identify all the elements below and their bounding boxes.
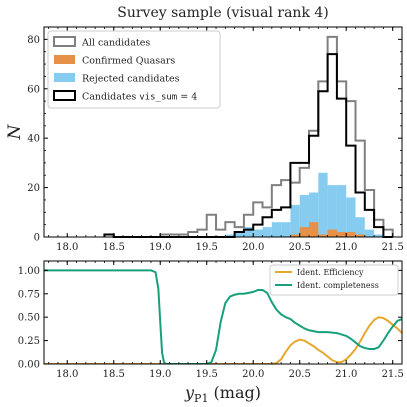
x-axis-label-main: y	[184, 383, 195, 402]
x-tick-label: 19.0	[149, 369, 171, 380]
rejected-bar	[318, 172, 328, 237]
identification-frame	[43, 260, 403, 365]
legend-box	[269, 264, 399, 296]
rejected-bar	[364, 229, 375, 237]
rejected-bar	[243, 227, 254, 237]
completeness-line	[44, 269, 402, 364]
legend-label-all: All candidates	[81, 38, 150, 49]
rejected-bar	[309, 192, 319, 237]
histogram-frame	[43, 26, 403, 238]
rejected-bar	[271, 222, 282, 237]
quasar-bar	[346, 232, 356, 237]
y-tick-label: 0	[34, 233, 40, 244]
legend-label-code: vis_sum	[139, 93, 177, 103]
rejected-bar	[346, 197, 356, 237]
y-tick-label: 20	[27, 183, 40, 194]
x-tick-label: 20.0	[242, 242, 264, 253]
rejected-bar	[253, 229, 263, 237]
y-tick-label: 40	[27, 134, 40, 145]
legend-label-suffix: = 4	[177, 92, 197, 103]
rejected-bar	[327, 185, 337, 237]
all-candidates-step	[103, 35, 394, 238]
x-tick-label: 18.0	[56, 369, 78, 380]
legend-swatch-rejected	[54, 73, 75, 82]
y-tick-label: 0.25	[18, 336, 40, 347]
rejected-bar	[281, 222, 291, 237]
x-axis-label-unit: (mag)	[208, 383, 261, 402]
quasar-bar	[318, 234, 328, 237]
rejected-bar	[336, 185, 347, 237]
y-tick-label: 0.50	[18, 313, 40, 324]
rejected-bar	[290, 204, 300, 237]
quasar-bar	[336, 232, 347, 237]
legend-label-prefix: Candidates	[82, 92, 139, 103]
y-tick-label: 1.00	[18, 266, 40, 277]
legend-label-rejected: Rejected candidates	[82, 74, 180, 85]
quasar-bar	[355, 234, 365, 237]
legend-label-vis4: Candidates vis_sum = 4	[82, 92, 197, 103]
x-tick-label: 19.5	[196, 369, 218, 380]
x-tick-label: 20.5	[289, 242, 311, 253]
quasar-bar	[290, 234, 300, 237]
rejected-bar	[355, 217, 365, 237]
x-tick-label: 19.0	[149, 242, 171, 253]
x-axis-label-subscript: P1	[194, 392, 208, 405]
quasar-bar	[299, 227, 310, 237]
x-tick-label: 21.5	[382, 369, 404, 380]
identification-legend: Ident. Efficiency Ident. completeness	[269, 264, 399, 296]
x-tick-label: 21.0	[335, 242, 357, 253]
x-tick-label: 18.0	[56, 242, 78, 253]
rejected-bar	[299, 195, 310, 237]
identification-panel: 18.0 18.5 19.0 19.5 20.0 20.5 21.0 21.5 0.00 0.25…	[18, 260, 404, 380]
x-axis-label: yP1 (mag)	[184, 383, 261, 405]
quasar-bar	[309, 222, 319, 237]
rejected-bar	[234, 232, 244, 237]
rejected-bar	[262, 227, 272, 237]
rejected-bar	[225, 234, 235, 237]
legend-swatch-all	[53, 36, 76, 47]
efficiency-line	[44, 316, 402, 364]
quasar-bar	[327, 229, 337, 237]
x-tick-label: 20.0	[242, 369, 264, 380]
y-tick-label: 0.75	[18, 289, 40, 300]
legend-swatch-vis4	[53, 90, 76, 101]
chart-title: Survey sample (visual rank 4)	[117, 5, 329, 21]
x-tick-label: 18.5	[103, 242, 125, 253]
x-tick-label: 18.5	[103, 369, 125, 380]
y-axis-label: N	[5, 123, 25, 140]
y-tick-label: 60	[27, 84, 40, 95]
legend-swatch-quasars	[54, 55, 75, 64]
legend-label-completeness: Ident. completeness	[297, 281, 379, 290]
legend-box	[47, 30, 221, 109]
rejected-bar	[374, 234, 384, 237]
legend-label-efficiency: Ident. Efficiency	[297, 268, 364, 277]
y-tick-label: 0.00	[18, 360, 40, 371]
legend-label-quasars: Confirmed Quasars	[82, 56, 175, 67]
histogram-legend: All candidates Confirmed Quasars Rejected …	[47, 30, 221, 109]
histogram-panel: 18.0 18.5 19.0 19.5 20.0 20.5 21.0 21.5 0 20 40 60 8…	[27, 26, 404, 253]
x-tick-label: 20.5	[289, 369, 311, 380]
x-tick-label: 21.5	[382, 242, 404, 253]
x-tick-label: 19.5	[196, 242, 218, 253]
x-tick-label: 21.0	[335, 369, 357, 380]
y-tick-label: 80	[27, 35, 40, 46]
